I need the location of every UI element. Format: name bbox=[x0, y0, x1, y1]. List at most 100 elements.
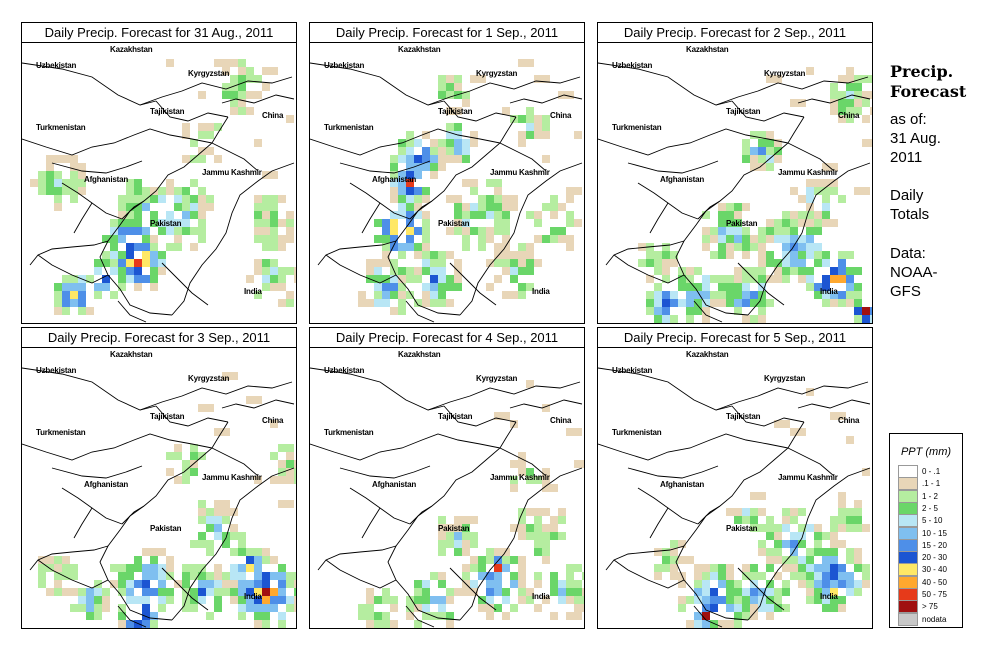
precip-cell bbox=[542, 540, 550, 548]
precip-cell bbox=[294, 604, 296, 612]
precip-cell bbox=[254, 476, 262, 484]
precip-cell bbox=[822, 291, 830, 299]
country-label-pakistan: Pakistan bbox=[438, 524, 470, 533]
precip-cell bbox=[510, 275, 518, 283]
precip-cell bbox=[254, 139, 262, 147]
precip-cell bbox=[678, 283, 686, 291]
precip-cell bbox=[710, 275, 718, 283]
border-line bbox=[731, 405, 805, 427]
precip-cell bbox=[254, 588, 262, 596]
precip-cell bbox=[214, 596, 222, 604]
legend-swatch bbox=[898, 575, 918, 589]
precip-cell bbox=[574, 131, 582, 139]
precip-cell bbox=[158, 195, 166, 203]
border-line bbox=[349, 487, 411, 525]
precip-cell bbox=[126, 580, 134, 588]
precip-cell bbox=[206, 404, 214, 412]
border-line bbox=[431, 116, 517, 202]
precip-cell bbox=[518, 468, 526, 476]
precip-cell bbox=[390, 219, 398, 227]
precip-cell bbox=[382, 275, 390, 283]
precip-cell bbox=[166, 187, 174, 195]
precip-cell bbox=[414, 299, 422, 307]
precip-cell bbox=[150, 275, 158, 283]
precip-cell bbox=[414, 596, 422, 604]
precip-cell bbox=[718, 564, 726, 572]
precip-cell bbox=[702, 299, 710, 307]
precip-cell bbox=[526, 259, 534, 267]
precip-cell bbox=[406, 275, 414, 283]
precip-cell bbox=[198, 588, 206, 596]
border-line bbox=[29, 240, 109, 266]
precip-cell bbox=[734, 516, 742, 524]
precip-cell bbox=[766, 275, 774, 283]
precip-cell bbox=[742, 564, 750, 572]
border-line bbox=[499, 142, 547, 172]
legend-label: 1 - 2 bbox=[922, 491, 939, 501]
precip-cell bbox=[198, 155, 206, 163]
precip-cell bbox=[766, 532, 774, 540]
precip-cell bbox=[174, 219, 182, 227]
precip-cell bbox=[438, 147, 446, 155]
precip-cell bbox=[270, 556, 278, 564]
precip-cell bbox=[790, 235, 798, 243]
as-of-date: as of: 31 Aug. 2011 bbox=[890, 110, 980, 167]
precip-cell bbox=[774, 259, 782, 267]
precip-cell bbox=[790, 227, 798, 235]
precip-cell bbox=[742, 275, 750, 283]
precip-cell bbox=[262, 203, 270, 211]
precip-cell bbox=[534, 131, 542, 139]
precip-cell bbox=[406, 235, 414, 243]
precip-cell bbox=[750, 524, 758, 532]
precip-cell bbox=[270, 195, 278, 203]
precip-cell bbox=[150, 283, 158, 291]
border-line bbox=[409, 200, 433, 220]
precip-cell bbox=[278, 219, 286, 227]
precip-cell bbox=[822, 211, 830, 219]
precip-cell bbox=[166, 588, 174, 596]
precip-cell bbox=[742, 283, 750, 291]
precip-cell bbox=[142, 227, 150, 235]
precip-cell bbox=[774, 524, 782, 532]
precip-cell bbox=[134, 259, 142, 267]
precip-cell bbox=[182, 468, 190, 476]
precip-cell bbox=[830, 548, 838, 556]
precip-cell bbox=[430, 572, 438, 580]
precip-cell bbox=[246, 564, 254, 572]
precip-cell bbox=[126, 211, 134, 219]
precip-cell bbox=[110, 227, 118, 235]
precip-cell bbox=[294, 468, 296, 476]
border-line bbox=[143, 116, 229, 202]
precip-cell bbox=[638, 259, 646, 267]
precip-cell bbox=[198, 219, 206, 227]
precip-cell bbox=[462, 540, 470, 548]
precip-cell bbox=[486, 572, 494, 580]
precip-cell bbox=[406, 179, 414, 187]
country-label-kazakhstan: Kazakhstan bbox=[398, 350, 441, 359]
precip-cell bbox=[126, 620, 134, 628]
country-label-china: China bbox=[838, 416, 860, 425]
precip-cell bbox=[166, 556, 174, 564]
precip-cell bbox=[662, 299, 670, 307]
precip-cell bbox=[518, 452, 526, 460]
precip-cell bbox=[182, 123, 190, 131]
precip-cell bbox=[406, 291, 414, 299]
precip-cell bbox=[814, 211, 822, 219]
precip-cell bbox=[62, 564, 70, 572]
precip-cell bbox=[174, 203, 182, 211]
precip-cell bbox=[646, 259, 654, 267]
precip-cell bbox=[670, 291, 678, 299]
precip-cell bbox=[726, 251, 734, 259]
precip-cell bbox=[422, 131, 430, 139]
precip-cell bbox=[214, 580, 222, 588]
precip-cell bbox=[286, 211, 294, 219]
precip-cell bbox=[206, 524, 214, 532]
precip-cell bbox=[502, 259, 510, 267]
precip-cell bbox=[566, 612, 574, 620]
precip-cell bbox=[54, 572, 62, 580]
precip-cell bbox=[270, 211, 278, 219]
precip-cell bbox=[470, 580, 478, 588]
precip-cell bbox=[798, 572, 806, 580]
precip-cell bbox=[286, 227, 294, 235]
precip-cell bbox=[198, 91, 206, 99]
